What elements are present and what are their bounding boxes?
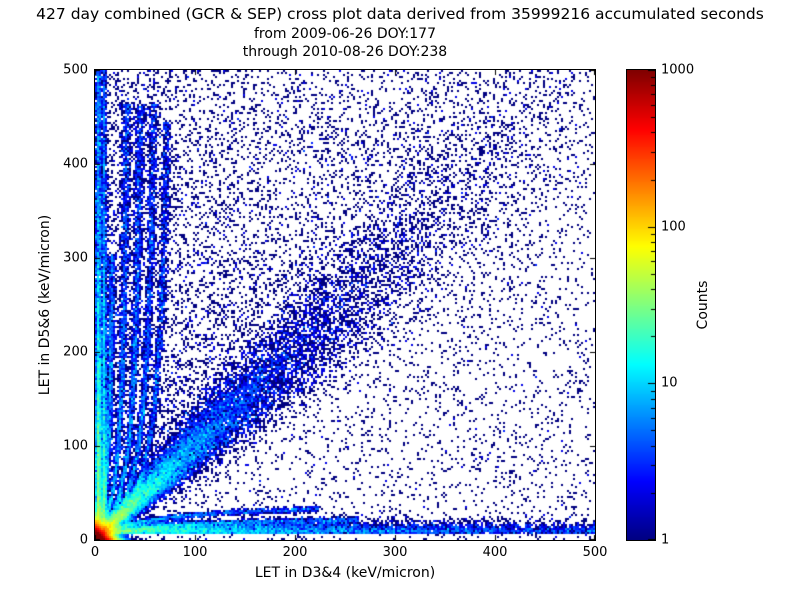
x-tick-label: 0 xyxy=(90,545,100,560)
colorbar-tick-label: 1 xyxy=(661,532,670,548)
x-axis-label: LET in D3&4 (keV/micron) xyxy=(254,565,436,581)
y-tick-label: 0 xyxy=(79,532,88,548)
colorbar-tick-label: 1000 xyxy=(661,62,695,78)
colorbar-label: Counts xyxy=(695,280,711,330)
colorbar-tick-label: 100 xyxy=(661,219,686,235)
y-tick-label: 200 xyxy=(63,344,88,360)
y-tick-label: 100 xyxy=(63,438,88,454)
chart-subtitle-from-date: from 2009-06-26 DOY:177 xyxy=(253,26,437,42)
y-tick-label: 500 xyxy=(63,62,88,78)
scatter-heatmap-canvas xyxy=(95,70,595,540)
colorbar xyxy=(626,69,656,541)
chart-subtitle-through-date: through 2010-08-26 DOY:238 xyxy=(242,44,448,60)
y-axis-label: LET in D5&6 (keV/micron) xyxy=(37,214,53,396)
x-tick-label: 300 xyxy=(382,545,408,560)
x-tick-label: 100 xyxy=(182,545,208,560)
chart-title: 427 day combined (GCR & SEP) cross plot … xyxy=(36,5,764,23)
colorbar-gradient-canvas xyxy=(627,70,655,540)
y-tick-label: 300 xyxy=(63,250,88,266)
y-tick-label: 400 xyxy=(63,156,88,172)
x-tick-label: 200 xyxy=(282,545,308,560)
colorbar-tick-label: 10 xyxy=(661,375,678,391)
x-tick-label: 500 xyxy=(582,545,608,560)
plot-area xyxy=(94,69,596,541)
x-tick-label: 400 xyxy=(482,545,508,560)
